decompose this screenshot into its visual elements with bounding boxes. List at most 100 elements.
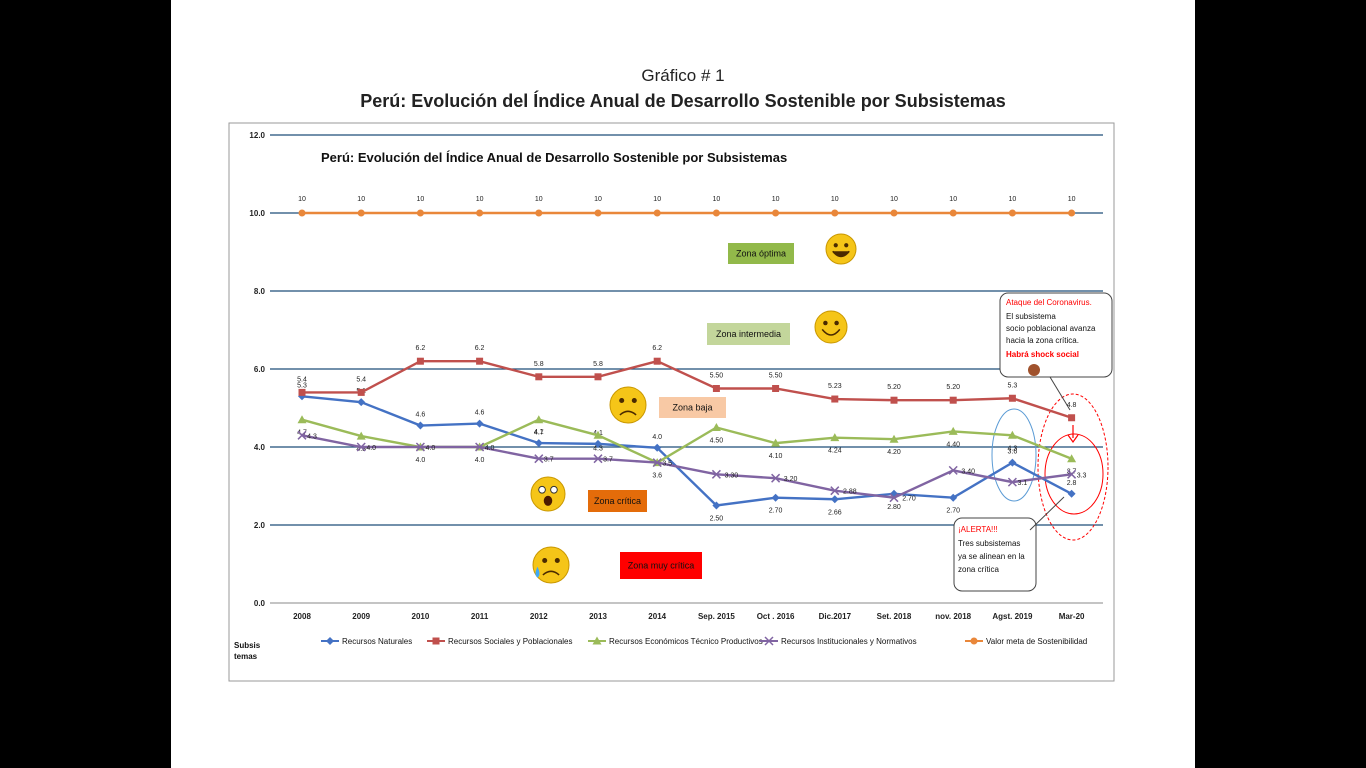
data-point (949, 209, 957, 217)
arrow-head (1067, 434, 1079, 444)
data-point (476, 357, 484, 365)
data-label: 4.3 (356, 446, 366, 453)
emoji-tear (535, 566, 540, 578)
data-point (970, 637, 978, 645)
data-point (1067, 454, 1077, 463)
data-point (772, 385, 780, 392)
legend-label: Recursos Naturales (342, 637, 412, 646)
data-label: 4.0 (652, 434, 662, 441)
highlight-ellipse-red-inner (1044, 433, 1104, 515)
data-point (889, 434, 899, 443)
data-point (948, 426, 958, 435)
data-point (1008, 458, 1017, 467)
data-label: 3.3 (1077, 472, 1087, 479)
data-point (1008, 209, 1016, 217)
data-point (712, 209, 720, 217)
data-point (475, 419, 484, 428)
emoji-eye (833, 243, 838, 248)
data-label: 4.6 (416, 412, 426, 419)
emoji-eye (631, 397, 637, 404)
data-point (830, 433, 840, 442)
data-point (298, 388, 306, 396)
data-point (889, 493, 899, 503)
y-tick-label: 4.0 (254, 443, 266, 452)
data-point (357, 398, 366, 407)
callout-coronavirus-line: socio poblacional avanza (1006, 324, 1096, 333)
callout-alerta (953, 517, 1037, 592)
x-tick-label: 2014 (648, 612, 666, 621)
data-point (432, 637, 440, 645)
data-point (772, 209, 780, 217)
x-tick-label: Oct . 2016 (757, 612, 795, 621)
data-point (1068, 209, 1076, 217)
data-point (298, 209, 306, 217)
x-tick-label: 2012 (530, 612, 548, 621)
data-point (297, 430, 307, 440)
x-axis-label-line2: temas (234, 652, 258, 661)
data-label: 2.88 (843, 489, 857, 496)
x-tick-label: nov. 2018 (935, 612, 971, 621)
emoji-mouth (832, 250, 850, 258)
data-label: 10 (1009, 196, 1017, 203)
data-point (416, 209, 424, 217)
callout-alerta-line: ya se alinean en la (958, 552, 1025, 561)
emoji-mouth (619, 410, 637, 416)
emoji-face (532, 546, 570, 584)
data-point (594, 439, 602, 448)
data-point (535, 373, 543, 381)
data-label: 3.6 (652, 473, 662, 480)
zone-box (728, 243, 794, 264)
legend-label: Recursos Económicos Técnico Productivos (609, 637, 763, 646)
data-label: 3.5 (662, 461, 672, 468)
data-label: 5.3 (297, 382, 307, 389)
data-point (592, 636, 602, 645)
callout-alerta-line: Tres subsistemas (958, 539, 1020, 548)
callout-coronavirus-title: Ataque del Coronavirus. (1006, 298, 1092, 307)
y-tick-label: 2.0 (254, 521, 266, 530)
data-point (416, 421, 425, 430)
y-tick-label: 6.0 (254, 365, 266, 374)
data-label: 4.6 (475, 410, 485, 417)
emoji-face (609, 386, 647, 424)
x-tick-label: 2009 (352, 612, 370, 621)
zone-label: Zona óptima (736, 249, 786, 259)
data-label: 5.50 (710, 373, 724, 380)
data-label: 4.0 (366, 445, 376, 452)
data-label: 10 (535, 196, 543, 203)
data-label: 10 (357, 196, 365, 203)
data-label: 2.66 (828, 509, 842, 516)
data-point (476, 209, 484, 217)
data-point (535, 209, 543, 217)
data-label: 10 (1068, 196, 1076, 203)
data-point (1067, 469, 1077, 479)
data-point (415, 442, 425, 452)
emoji-eye (844, 243, 849, 248)
data-point (764, 636, 774, 646)
sad-sweat-emoji-icon (532, 546, 570, 584)
slide-caption: Gráfico # 1 (641, 66, 725, 85)
data-point (830, 486, 840, 496)
data-point (416, 357, 424, 365)
data-label: 4.1 (534, 429, 544, 436)
highlight-ellipse-blue (991, 408, 1037, 502)
callout-coronavirus-line: hacia la zona crítica. (1006, 336, 1079, 345)
emoji-face (530, 476, 566, 512)
emoji-eye (823, 320, 828, 326)
data-label: 3.7 (1067, 469, 1077, 476)
data-point (356, 442, 366, 452)
series-line (301, 434, 1072, 499)
data-point (593, 430, 603, 439)
data-label: 3.20 (784, 476, 798, 483)
grin-emoji-icon (825, 233, 857, 265)
data-label: 5.20 (946, 384, 960, 391)
x-axis-label-line1: Subsis (234, 641, 261, 650)
data-point (357, 209, 365, 217)
data-label: 5.8 (534, 361, 544, 368)
smile-emoji-icon (814, 310, 848, 344)
data-label: 3.30 (725, 472, 739, 479)
data-label: 3.7 (544, 457, 554, 464)
y-tick-label: 8.0 (254, 287, 266, 296)
callout-pointer (1029, 496, 1065, 531)
data-point (653, 357, 661, 365)
worried-emoji-icon (609, 386, 647, 424)
